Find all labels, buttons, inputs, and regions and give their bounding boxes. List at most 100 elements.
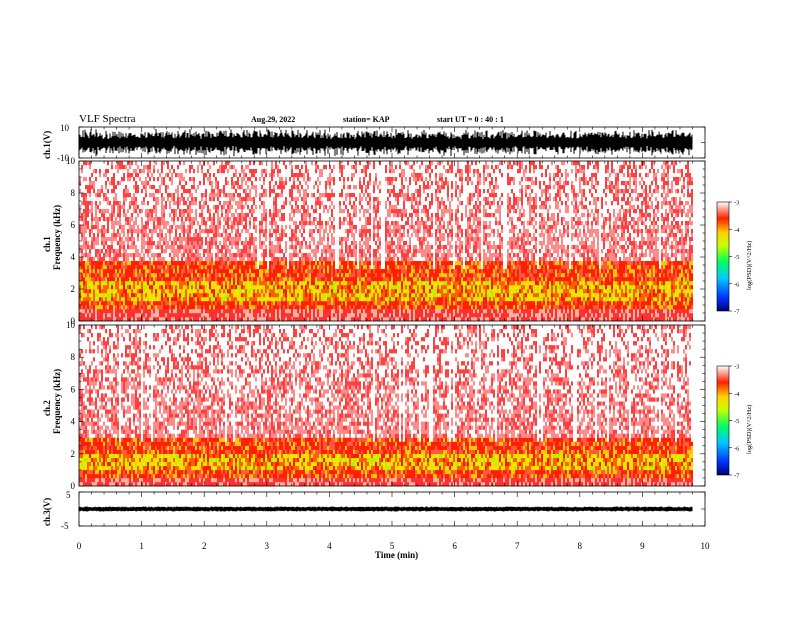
spectrogram-cell: [403, 265, 405, 269]
spectrogram-cell: [211, 301, 213, 305]
spectrogram-cell: [339, 201, 341, 205]
spectrogram-cell: [365, 237, 367, 241]
spectrogram-cell: [317, 261, 319, 265]
spectrogram-cell: [153, 261, 155, 265]
spectrogram-cell: [333, 309, 335, 313]
spectrogram-cell: [91, 217, 93, 221]
spectrogram-cell: [401, 301, 403, 305]
spectrogram-cell: [211, 189, 213, 193]
spectrogram-cell: [407, 229, 409, 233]
spectrogram-cell: [185, 261, 187, 265]
spectrogram-cell: [129, 309, 131, 313]
spectrogram-cell: [377, 233, 379, 237]
spectrogram-cell: [319, 257, 321, 261]
spectrogram-cell: [423, 293, 425, 297]
spectrogram-cell: [215, 241, 217, 245]
spectrogram-cell: [93, 277, 95, 281]
spectrogram-cell: [255, 305, 257, 309]
spectrogram-cell: [373, 221, 375, 225]
spectrogram-cell: [379, 261, 381, 265]
spectrogram-cell: [403, 169, 405, 173]
spectrogram-cell: [161, 313, 163, 317]
spectrogram-cell: [315, 289, 317, 293]
spectrogram-cell: [381, 309, 383, 313]
spectrogram-cell: [151, 261, 153, 265]
spectrogram-cell: [215, 277, 217, 281]
spectrogram-cell: [137, 309, 139, 313]
spectrogram-cell: [419, 193, 421, 197]
spectrogram-cell: [127, 313, 129, 317]
spectrogram-cell: [259, 261, 261, 265]
spectrogram-cell: [153, 217, 155, 221]
spectrogram-cell: [409, 301, 411, 305]
spectrogram-cell: [167, 173, 169, 177]
spectrogram-cell: [381, 289, 383, 293]
spectrogram-cell: [285, 277, 287, 281]
spectrogram-cell: [179, 233, 181, 237]
spectrogram-cell: [161, 297, 163, 301]
spectrogram-cell: [419, 265, 421, 269]
spectrogram-cell: [377, 257, 379, 261]
spectrogram-cell: [339, 257, 341, 261]
spectrogram-cell: [249, 285, 251, 289]
spectrogram-cell: [255, 257, 257, 261]
spectrogram-cell: [339, 177, 341, 181]
spectrogram-cell: [89, 313, 91, 317]
spectrogram-cell: [89, 253, 91, 257]
spectrogram-cell: [355, 317, 357, 321]
spectrogram-cell: [393, 289, 395, 293]
spectrogram-cell: [217, 277, 219, 281]
spectrogram-cell: [235, 209, 237, 213]
spectrogram-cell: [179, 173, 181, 177]
spectrogram-cell: [295, 209, 297, 213]
spectrogram-cell: [417, 225, 419, 229]
spectrogram-cell: [319, 221, 321, 225]
spectrogram-cell: [225, 261, 227, 265]
spectrogram-cell: [313, 253, 315, 257]
spectrogram-cell: [165, 225, 167, 229]
spectrogram-cell: [401, 257, 403, 261]
spectrogram-cell: [103, 233, 105, 237]
spectrogram-cell: [377, 301, 379, 305]
spectrogram-cell: [133, 177, 135, 181]
spectrogram-cell: [181, 213, 183, 217]
spectrogram-cell: [351, 297, 353, 301]
spectrogram-cell: [301, 277, 303, 281]
spectrogram-cell: [117, 165, 119, 169]
spectrogram-cell: [311, 281, 313, 285]
spectrogram-cell: [193, 241, 195, 245]
spectrogram-cell: [399, 237, 401, 241]
spectrogram-cell: [157, 265, 159, 269]
spectrogram-cell: [133, 261, 135, 265]
spectrogram-cell: [141, 265, 143, 269]
spectrogram-cell: [359, 273, 361, 277]
spectrogram-cell: [279, 209, 281, 213]
spectrogram-cell: [273, 305, 275, 309]
spectrogram-cell: [81, 237, 83, 241]
spectrogram-cell: [317, 189, 319, 193]
spectrogram-cell: [343, 289, 345, 293]
spectrogram-cell: [159, 309, 161, 313]
spectrogram-cell: [379, 277, 381, 281]
spectrogram-cell: [301, 225, 303, 229]
spectrogram-cell: [369, 285, 371, 289]
spectrogram-cell: [139, 281, 141, 285]
spectrogram-cell: [185, 289, 187, 293]
spectrogram-cell: [411, 317, 413, 321]
spectrogram-cell: [225, 181, 227, 185]
spectrogram-cell: [369, 201, 371, 205]
spectrogram-cell: [209, 241, 211, 245]
spectrogram-cell: [315, 297, 317, 301]
spectrogram-cell: [271, 241, 273, 245]
spectrogram-cell: [87, 265, 89, 269]
spectrogram-cell: [143, 165, 145, 169]
spectrogram-cell: [227, 269, 229, 273]
spectrogram-cell: [87, 297, 89, 301]
spectrogram-cell: [307, 209, 309, 213]
spectrogram-cell: [327, 301, 329, 305]
spectrogram-cell: [417, 193, 419, 197]
spectrogram-cell: [183, 297, 185, 301]
spectrogram-cell: [325, 277, 327, 281]
spectrogram-cell: [375, 205, 377, 209]
spectrogram-cell: [245, 273, 247, 277]
